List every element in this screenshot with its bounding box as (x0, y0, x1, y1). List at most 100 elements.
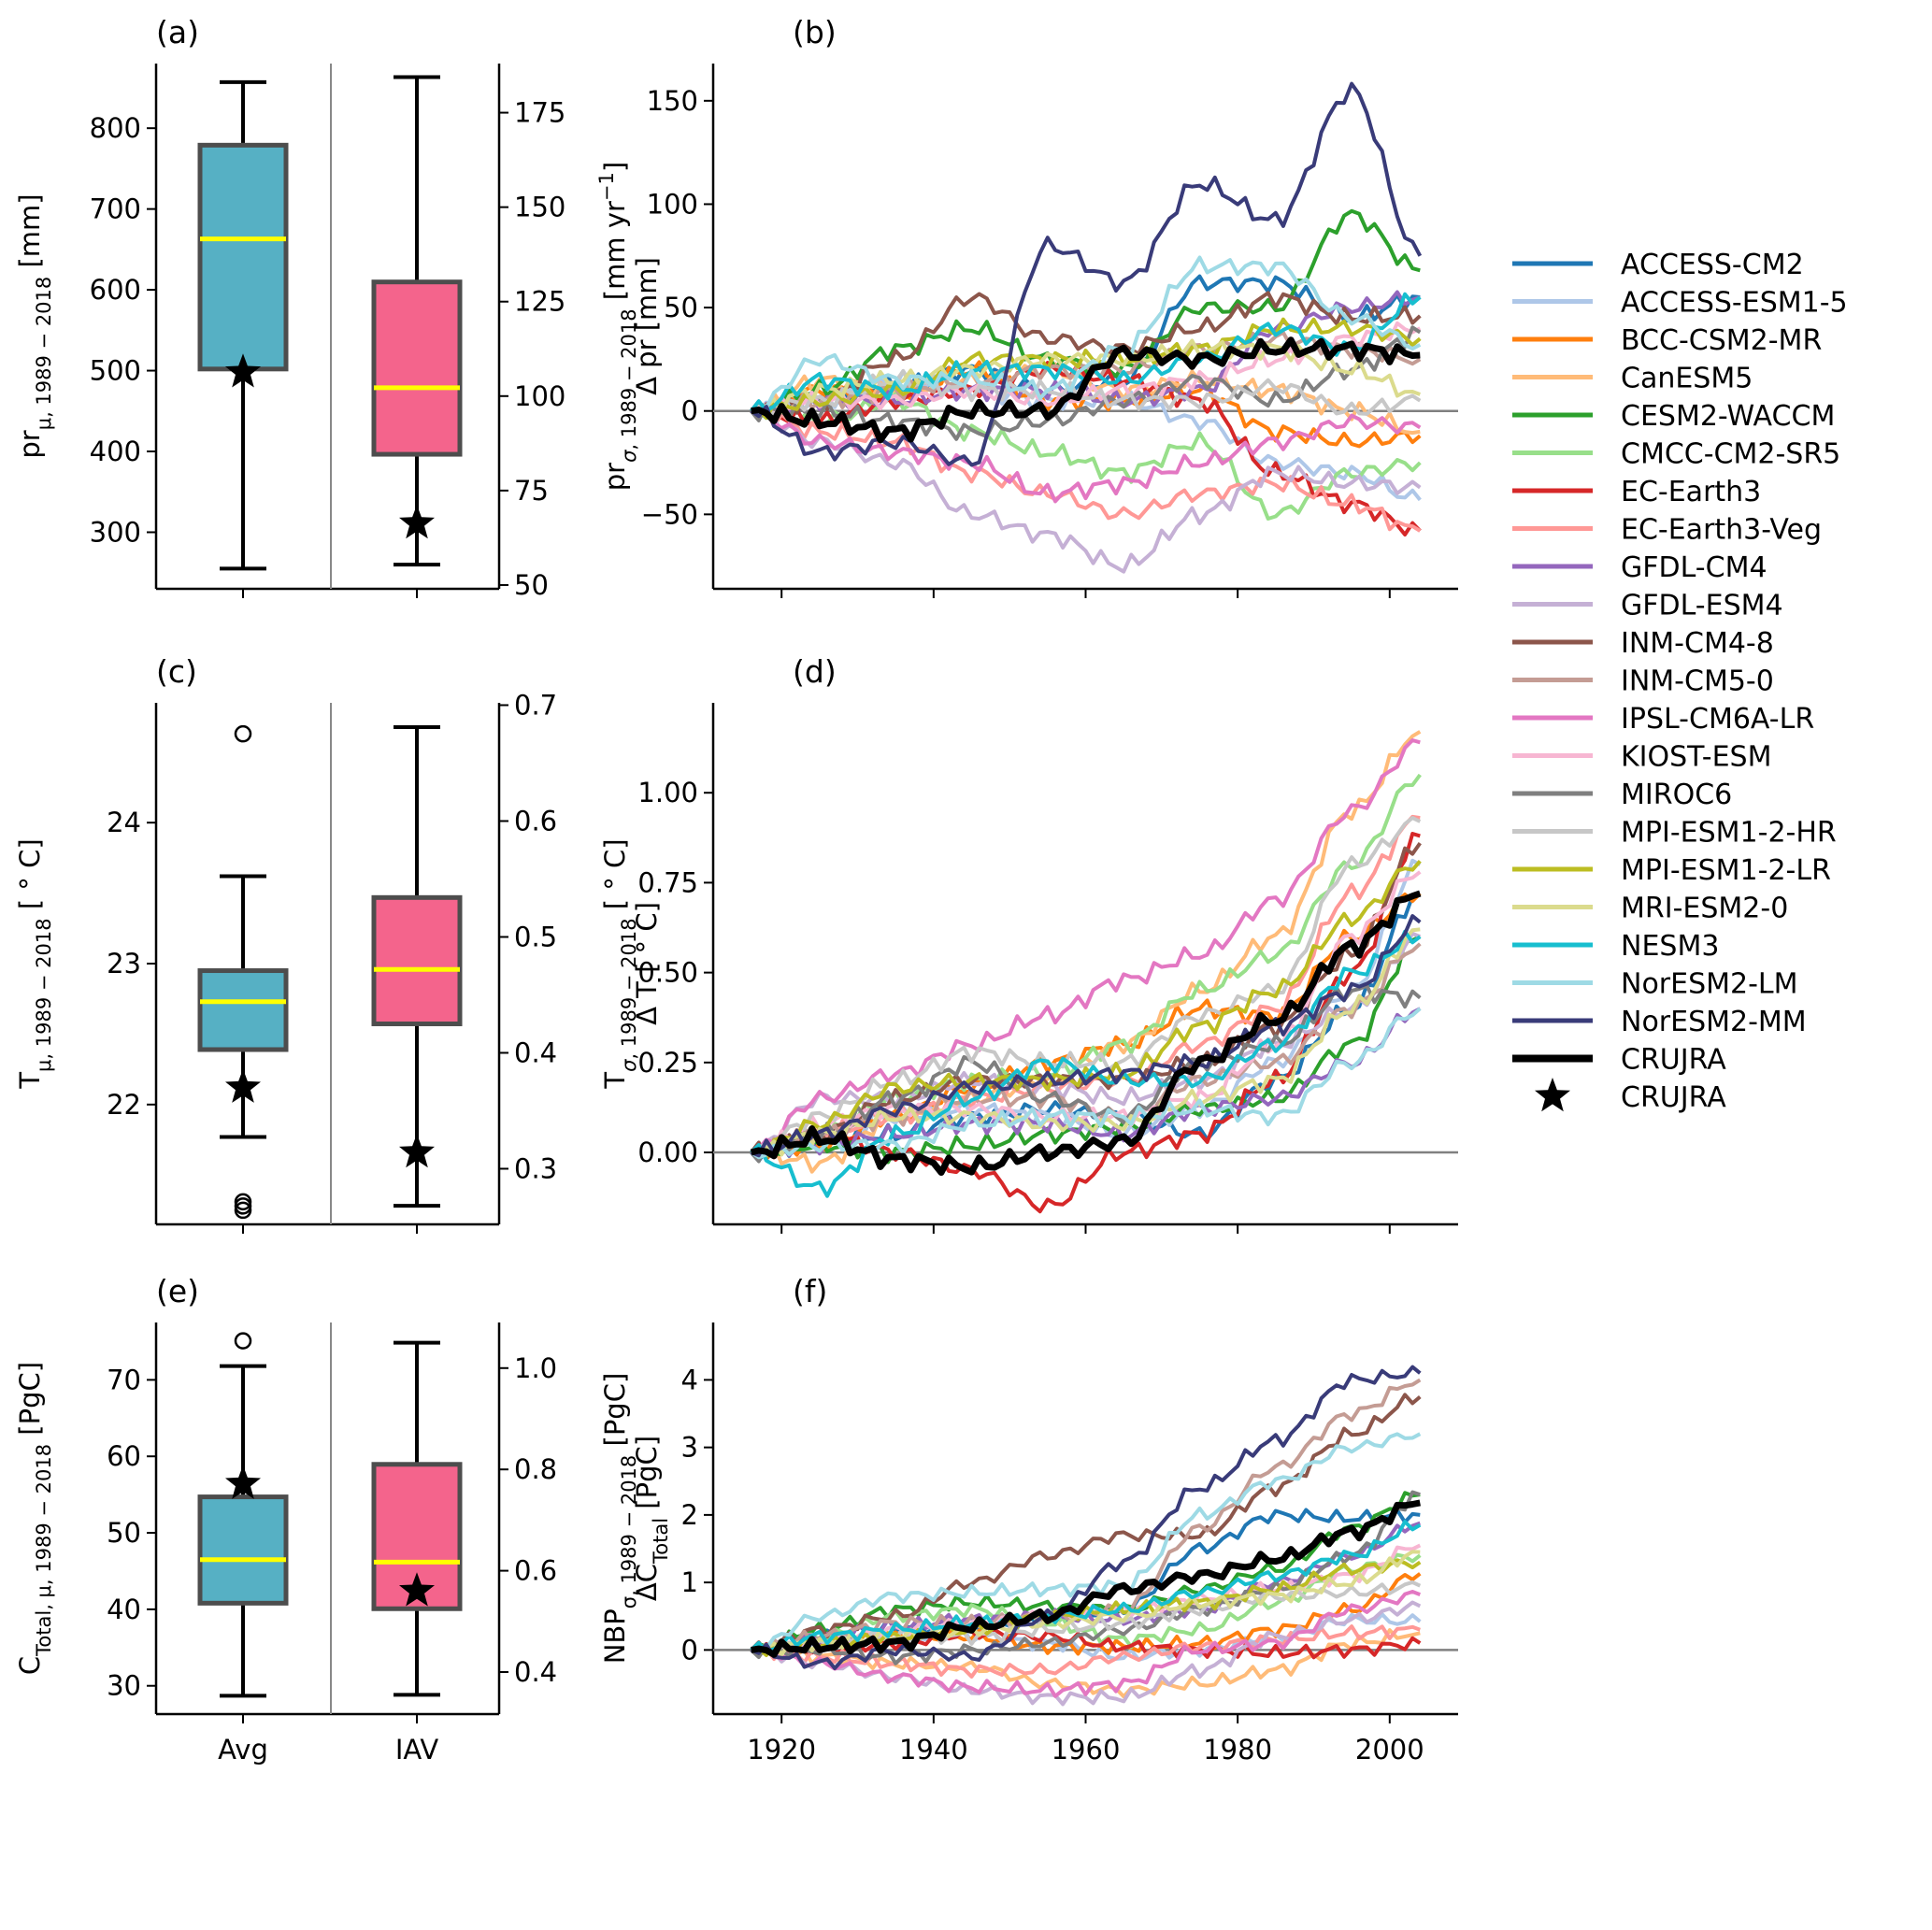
x-category-label: IAV (395, 1734, 439, 1766)
legend-item: NESM3 (1512, 930, 1719, 963)
legend: ACCESS-CM2 ACCESS-ESM1-5 BCC-CSM2-MR CanESM… (1512, 249, 1848, 1114)
y-tick-label-right: 0.8 (514, 1453, 557, 1485)
legend-label: EC-Earth3 (1621, 476, 1761, 508)
series-line-gfdl-esm4 (751, 931, 1422, 1154)
y-axis-label-left: CTotal, μ, 1989 − 2018 [PgC] (14, 1362, 55, 1675)
y-tick-label-right: 175 (514, 97, 565, 129)
y-axis-label: Tσ, 1989 − 2018 [ ° C] (599, 838, 640, 1089)
legend-label: NorESM2-MM (1621, 1006, 1807, 1038)
series-line-ipsl-cm6a-lr (750, 738, 1421, 1154)
panel-label: (d) (793, 653, 837, 690)
legend-label: MPI-ESM1-2-LR (1621, 854, 1831, 887)
legend-item: GFDL-CM4 (1512, 551, 1767, 584)
series-line-crujra (751, 336, 1421, 444)
y-tick-label-left: 23 (107, 948, 141, 979)
series-line-noresm2-lm (750, 1007, 1422, 1160)
series-line-noresm2-mm (750, 1365, 1422, 1670)
y-tick-label: 0 (681, 1634, 698, 1666)
box-iav (371, 75, 463, 567)
series-line-crujra (750, 890, 1422, 1176)
series-line-noresm2-mm (750, 81, 1423, 467)
legend-label: NESM3 (1621, 930, 1719, 963)
iqr-box (371, 279, 463, 457)
legend-label: EC-Earth3-Veg (1621, 514, 1822, 547)
legend-label: MIROC6 (1621, 779, 1732, 811)
panel-label: (f) (793, 1273, 827, 1309)
crujra-star (225, 353, 261, 388)
series-line-miroc6 (750, 325, 1422, 441)
y-tick-label: 0.25 (637, 1047, 698, 1079)
legend-label: MPI-ESM1-2-HR (1621, 817, 1837, 850)
box-avg (197, 1332, 289, 1698)
y-tick-label: 1 (681, 1566, 698, 1598)
box-iav (371, 725, 463, 1208)
legend-item: CRUJRA (1512, 1044, 1726, 1077)
legend-label: CESM2-WACCM (1621, 400, 1835, 433)
y-axis-label: prσ, 1989 − 2018 [mm yr−1] (595, 162, 640, 491)
series-line-noresm2-lm (751, 1432, 1422, 1655)
series-line-gfdl-cm4 (750, 1007, 1422, 1159)
legend-item: CRUJRA (1535, 1078, 1726, 1114)
y-tick-label-left: 700 (90, 193, 141, 225)
legend-item: BCC-CSM2-MR (1512, 324, 1822, 357)
legend-item: MPI-ESM1-2-HR (1512, 817, 1837, 850)
legend-item: MIROC6 (1512, 779, 1732, 811)
y-tick-label-right: 75 (514, 475, 549, 507)
y-tick-label-left: 50 (107, 1517, 141, 1549)
y-tick-label-left: 300 (90, 516, 141, 548)
legend-label: INM-CM5-0 (1621, 665, 1774, 698)
y-tick-label-right: 100 (514, 380, 565, 412)
legend-label: ACCESS-ESM1-5 (1621, 287, 1848, 320)
legend-item: NorESM2-LM (1512, 968, 1798, 1001)
box-avg (197, 79, 289, 571)
legend-item: INM-CM4-8 (1512, 627, 1774, 660)
crujra-star (399, 505, 435, 539)
legend-item: CESM2-WACCM (1512, 400, 1835, 433)
legend-star-icon (1535, 1078, 1570, 1112)
legend-item: EC-Earth3 (1512, 476, 1761, 508)
y-tick-label-left: 24 (107, 807, 141, 838)
legend-item: NorESM2-MM (1512, 1006, 1807, 1038)
box-iav (371, 1340, 463, 1697)
y-tick-label: 0.75 (637, 866, 698, 898)
x-tick-label: 2000 (1355, 1734, 1424, 1766)
y-tick-label-left: 800 (90, 112, 141, 144)
y-tick-label-left: 600 (90, 274, 141, 306)
legend-label: CMCC-CM2-SR5 (1621, 438, 1840, 471)
y-tick-label-right: 0.4 (514, 1656, 557, 1688)
legend-item: MPI-ESM1-2-LR (1512, 854, 1831, 887)
y-tick-label: 0.00 (637, 1137, 698, 1168)
legend-item: CMCC-CM2-SR5 (1512, 438, 1840, 471)
y-axis-label-delta: Δ T [ ° C] (631, 902, 663, 1025)
panel-c: (c) 22 23 24 0.3 0.4 0.5 0.6 0.7 Tμ, 1989 − 2018 … (14, 653, 557, 1234)
panel-e: (e) 30 40 50 60 70 0.4 0.6 0.8 1.0 CTotal, μ, 1989… (14, 1273, 557, 1723)
series-line-gfdl-esm4 (751, 408, 1422, 574)
y-tick-label: 0 (681, 395, 698, 427)
box-avg (197, 724, 289, 1220)
crujra-star (399, 1572, 435, 1607)
legend-item: ACCESS-CM2 (1512, 249, 1804, 281)
legend-label: GFDL-CM4 (1621, 551, 1767, 584)
y-tick-label: 3 (681, 1432, 698, 1464)
panel-label: (b) (793, 14, 837, 50)
series-line-nesm3 (750, 929, 1422, 1198)
y-tick-label: 150 (647, 85, 698, 117)
crujra-star (225, 1465, 261, 1499)
series-line-ec-earth3-veg (751, 1624, 1421, 1679)
y-tick-label-left: 400 (90, 436, 141, 467)
y-tick-label: 2 (681, 1499, 698, 1531)
panel-a: (a) 300 400 500 600 700 800 50 75 100 125 150 175 prμ… (14, 14, 565, 601)
series-line-nesm3 (750, 1520, 1422, 1653)
y-tick-label: −50 (641, 498, 698, 530)
series-line-ec-earth3-veg (751, 407, 1422, 533)
series-line-mpi-esm1-2-lr (751, 859, 1422, 1159)
y-axis-label-left: prμ, 1989 − 2018 [mm] (14, 193, 55, 458)
panel-f: (f) 0 1 2 3 4 1920 1940 1960 1980 2000 NBPσ, 1989 −… (599, 1273, 1458, 1766)
y-tick-label-right: 125 (514, 286, 565, 318)
legend-item: KIOST-ESM (1512, 741, 1771, 774)
panel-d: (d) 0.00 0.25 0.50 0.75 1.00 Tσ, 1989 − 2018 [… (599, 653, 1458, 1234)
y-tick-label-left: 60 (107, 1440, 141, 1472)
legend-label: NorESM2-LM (1621, 968, 1798, 1001)
legend-label: CRUJRA (1621, 1044, 1726, 1077)
